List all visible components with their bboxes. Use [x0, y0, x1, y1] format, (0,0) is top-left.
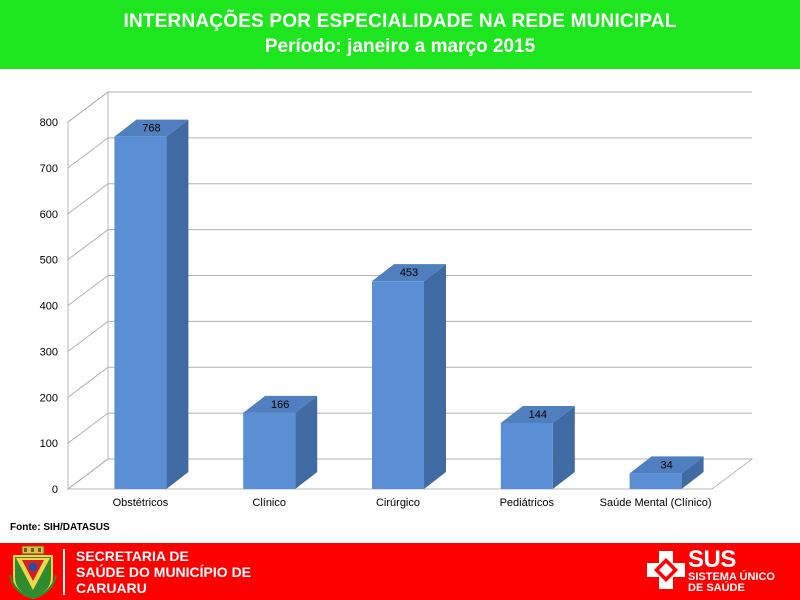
gridline-diagonal: [67, 275, 109, 306]
secretaria-line-1: SECRETARIA DE: [76, 548, 189, 564]
data-label: 34: [660, 459, 672, 471]
chart-bars: 768 166 453 144 34: [114, 119, 704, 490]
bar-side: [552, 405, 575, 489]
data-label: 768: [142, 123, 160, 135]
y-tick-label: 400: [40, 301, 58, 313]
y-tick-label: 800: [40, 117, 58, 129]
bar-top: [372, 264, 446, 282]
gridline-diagonal: [67, 458, 109, 490]
data-label: 144: [529, 409, 547, 421]
y-tick-label: 600: [40, 209, 58, 221]
header-banner: INTERNAÇÕES POR ESPECIALIDADE NA REDE MU…: [0, 0, 800, 69]
gridline-diagonal: [67, 91, 109, 123]
bar: [500, 422, 553, 489]
source-note: Fonte: SIH/DATASUS: [10, 522, 110, 533]
secretaria-line-3: CARUARU: [76, 580, 147, 596]
y-tick-label: 300: [40, 346, 58, 358]
bar-2: 166: [243, 395, 318, 489]
data-label: 166: [271, 399, 289, 411]
sus-cross-icon: [647, 551, 685, 589]
y-tick-label: 200: [40, 392, 58, 404]
bar-5: 34: [629, 456, 704, 489]
bar-4: 144: [500, 405, 575, 489]
y-tick-label: 100: [40, 438, 58, 450]
chart-subtitle: Período: janeiro a março 2015: [264, 36, 536, 57]
sus-title: SUS: [688, 546, 736, 573]
gridline-diagonal: [67, 137, 109, 169]
y-tick-label: 700: [40, 163, 58, 175]
bar-side: [424, 264, 446, 489]
chart-title: INTERNAÇÕES POR ESPECIALIDADE NA REDE MU…: [123, 11, 677, 32]
sus-subtitle: SISTEMA ÚNICO DE SAÚDE: [688, 572, 775, 594]
y-axis-ticks: 0 100 200 300 400 500 600 700 800: [40, 117, 58, 496]
bar-top: [629, 456, 704, 474]
bar-1: 768: [114, 119, 189, 490]
bar-3: 453: [372, 264, 446, 489]
gridline-diagonal: [67, 412, 109, 444]
x-tick-label: Clínico: [252, 497, 286, 509]
data-label: 453: [400, 267, 418, 279]
footer-divider: [63, 549, 65, 595]
gridline-diagonal: [67, 183, 109, 215]
y-tick-label: 0: [52, 484, 58, 496]
bar-side: [681, 456, 704, 489]
y-tick-label: 500: [40, 255, 58, 267]
bar-chart: 0 100 200 300 400 500 600 700 800 768 166 453 144 34…: [40, 91, 754, 509]
secretaria-name: SECRETARIA DE SAÚDE DO MUNICÍPIO DE CARU…: [76, 548, 251, 596]
x-axis-labels: Obstétricos Clínico Cirúrgico Pediátricos Sa…: [113, 497, 712, 509]
bar: [114, 136, 167, 489]
bar-side: [295, 395, 318, 489]
gridline-diagonal: [67, 320, 109, 352]
x-tick-label: Pediátricos: [500, 497, 555, 509]
gridline-diagonal: [67, 366, 109, 398]
gridline-diagonal: [67, 229, 109, 261]
bar-top: [243, 395, 318, 413]
sus-subtitle-line-1: SISTEMA ÚNICO: [688, 571, 775, 583]
x-tick-label: Obstétricos: [113, 497, 169, 509]
x-tick-label: Cirúrgico: [376, 497, 420, 509]
secretaria-line-2: SAÚDE DO MUNICÍPIO DE: [76, 564, 252, 580]
bar: [243, 412, 296, 489]
footer-banner: SECRETARIA DE SAÚDE DO MUNICÍPIO DE CARU…: [0, 543, 800, 600]
bar-top: [500, 405, 575, 423]
sus-subtitle-line-2: DE SAÚDE: [688, 582, 745, 594]
municipal-crest-icon: [9, 545, 57, 599]
bar-top: [114, 119, 189, 137]
bar-side: [166, 119, 189, 490]
x-tick-label: Saúde Mental (Clínico): [600, 497, 712, 509]
bar: [629, 473, 682, 489]
bar: [372, 281, 424, 489]
